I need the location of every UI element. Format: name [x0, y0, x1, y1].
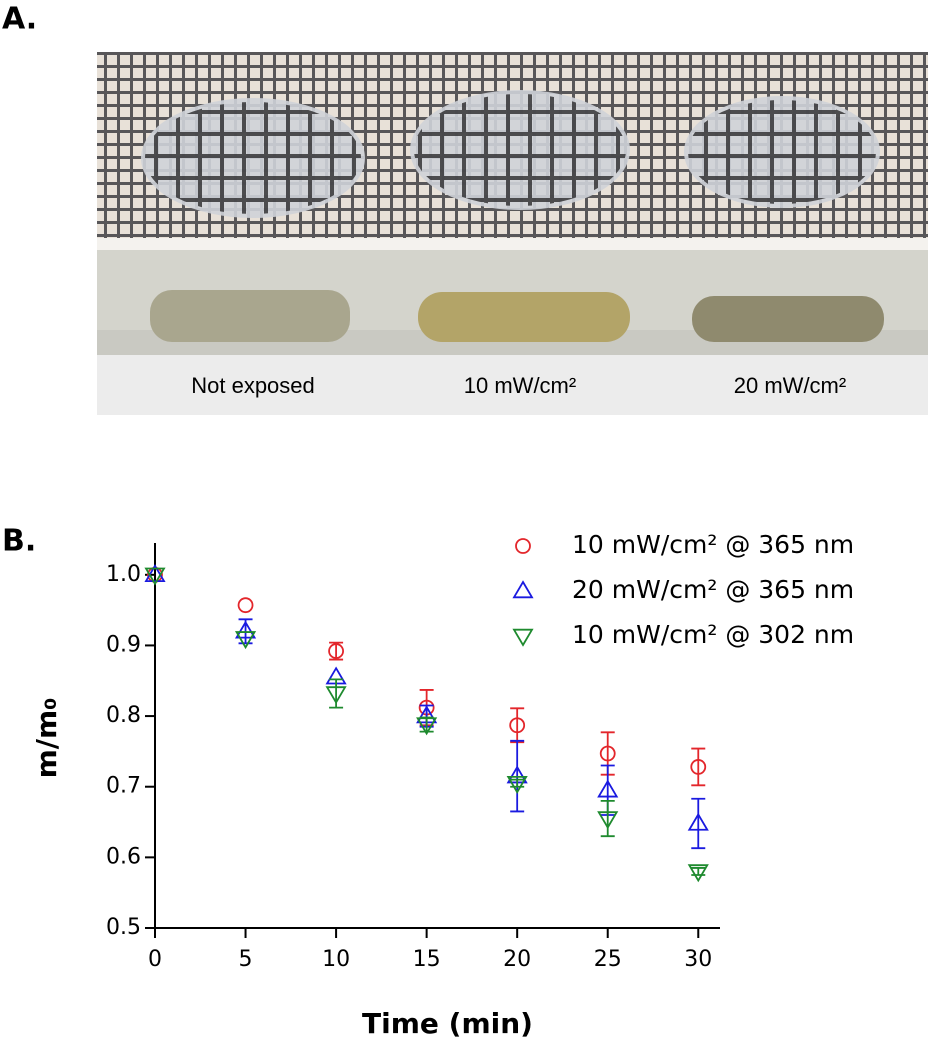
x-tick-label: 20	[503, 947, 531, 972]
data-point	[237, 597, 254, 614]
photo	[97, 52, 928, 415]
error-bar	[691, 797, 706, 850]
scatter-chart: 0 5 10 15 20 25 30 0.5 0.6 0.7 0.8 0.9 1.0 Time (min)…	[30, 530, 854, 1040]
data-point	[509, 717, 526, 734]
y-tick-label: 1.0	[106, 562, 141, 587]
y-tick-label: 0.8	[106, 703, 141, 728]
x-tick-label: 10	[322, 947, 350, 972]
error-bar	[510, 707, 525, 744]
data-point	[506, 775, 528, 794]
data-point	[234, 620, 257, 639]
panel-label: A.	[2, 2, 37, 37]
y-tick-label: 0.5	[106, 915, 141, 940]
legend-label: 10 mW/cm² @ 302 nm	[572, 620, 854, 649]
photo-caption: Not exposed	[191, 373, 315, 398]
x-tick-label: 0	[148, 947, 162, 972]
data-point	[144, 567, 166, 586]
data-point	[599, 745, 616, 762]
y-axis-title: m/m₀	[30, 698, 63, 779]
error-bar	[691, 867, 706, 876]
legend-label: 20 mW/cm² @ 365 nm	[572, 575, 854, 604]
x-tick-label: 5	[239, 947, 253, 972]
photo-caption: 10 mW/cm²	[464, 373, 576, 398]
x-tick-label: 15	[413, 947, 441, 972]
error-bar	[600, 799, 615, 838]
data-point	[234, 631, 257, 650]
y-tick-label: 0.7	[106, 774, 141, 799]
legend-label: 10 mW/cm² @ 365 nm	[572, 530, 854, 559]
data-point	[687, 864, 709, 883]
y-tick-label: 0.6	[106, 844, 141, 869]
error-bar	[510, 778, 525, 788]
error-bar	[691, 747, 706, 787]
legend-marker	[515, 538, 531, 554]
data-point	[597, 779, 619, 798]
x-tick-label: 30	[684, 947, 712, 972]
data-point	[687, 812, 709, 831]
data-point	[144, 564, 166, 582]
x-axis-title: Time (min)	[362, 1007, 533, 1040]
y-tick-label: 0.9	[106, 632, 141, 657]
data-point	[416, 717, 438, 736]
data-point	[328, 643, 344, 659]
error-bar	[329, 641, 344, 661]
legend-marker	[512, 628, 534, 647]
x-tick-label: 25	[594, 947, 622, 972]
data-point	[690, 759, 707, 775]
data-point	[597, 811, 619, 830]
photo-caption: 20 mW/cm²	[734, 373, 846, 398]
data-point	[325, 686, 347, 705]
panel-label: B.	[2, 524, 36, 559]
legend-marker	[512, 580, 534, 599]
